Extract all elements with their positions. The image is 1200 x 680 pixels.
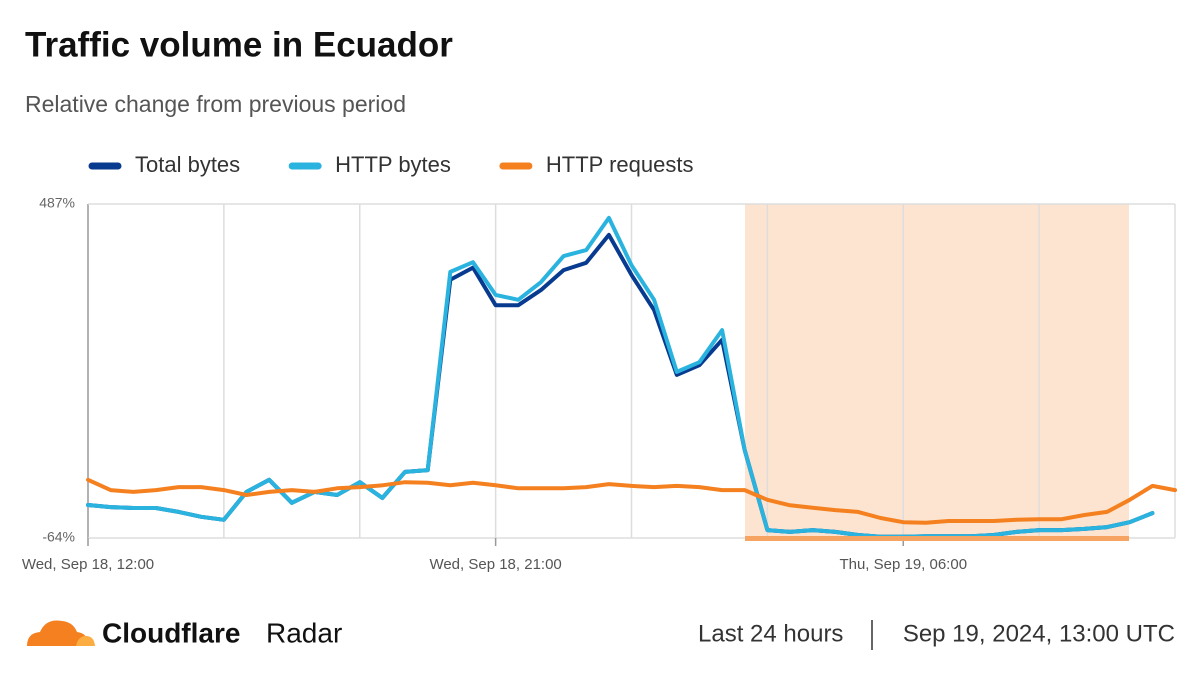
- period: Last 24 hours: [698, 620, 843, 647]
- brand: Cloudflare: [102, 617, 240, 648]
- x-tick-label: Wed, Sep 18, 12:00: [22, 556, 154, 573]
- logo: [27, 620, 95, 646]
- highlight-bar: [745, 536, 1129, 541]
- x-tick-label: Wed, Sep 18, 21:00: [429, 556, 561, 573]
- series-line: [86, 477, 1177, 525]
- y-tick-label: -64%: [42, 529, 75, 545]
- timestamp: Sep 19, 2024, 13:00 UTC: [903, 620, 1175, 647]
- chart-subtitle: Relative change from previous period: [25, 91, 406, 117]
- legend-label: HTTP bytes: [335, 152, 451, 177]
- product: Radar: [266, 617, 342, 648]
- highlight-region: [745, 204, 1129, 538]
- legend-label: HTTP requests: [546, 152, 694, 177]
- y-tick-label: 487%: [39, 195, 75, 211]
- chart-title: Traffic volume in Ecuador: [25, 25, 453, 64]
- legend-label: Total bytes: [135, 152, 240, 177]
- x-tick-label: Thu, Sep 19, 06:00: [839, 556, 967, 573]
